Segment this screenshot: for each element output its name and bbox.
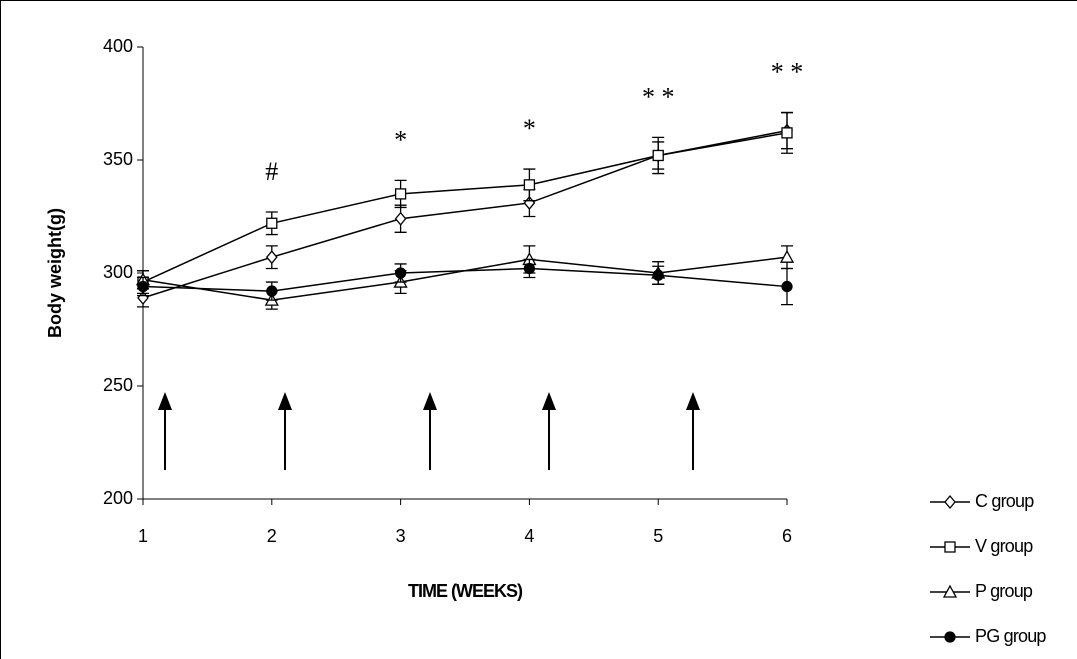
x-tick-label: 3 — [396, 526, 406, 546]
arrowhead — [158, 392, 172, 410]
marker — [524, 180, 534, 190]
y-tick-label: 400 — [103, 36, 133, 56]
marker — [781, 251, 793, 262]
marker — [653, 150, 663, 160]
marker — [138, 282, 148, 292]
annotation: * * — [771, 58, 804, 87]
arrowhead — [278, 392, 292, 410]
legend-label: V group — [975, 536, 1033, 556]
legend-label: P group — [975, 581, 1033, 601]
arrowheads — [158, 392, 700, 410]
series-line — [143, 131, 787, 298]
y-tick-label: 300 — [103, 262, 133, 282]
marker — [524, 263, 534, 273]
marker — [653, 270, 663, 280]
x-tick-label: 1 — [138, 526, 148, 546]
y-tick-label: 250 — [103, 375, 133, 395]
marker — [396, 189, 406, 199]
marker — [267, 286, 277, 296]
x-tick-label: 2 — [267, 526, 277, 546]
y-axis-label: Body weight(g) — [45, 208, 65, 338]
x-tick-label: 4 — [524, 526, 534, 546]
arrows — [165, 405, 693, 470]
arrowhead — [423, 392, 437, 410]
marker — [396, 213, 406, 225]
marker — [267, 251, 277, 263]
marker — [945, 632, 955, 642]
legend-label: C group — [975, 491, 1034, 511]
series-line — [143, 133, 787, 282]
annotation: * — [394, 125, 407, 154]
marker — [267, 218, 277, 228]
chart: TIME (WEEKS) Body weight(g) 200 250 300 350… — [0, 0, 1077, 659]
marker — [945, 496, 955, 508]
marker — [945, 542, 955, 552]
marker — [782, 282, 792, 292]
x-tick-label: 5 — [653, 526, 663, 546]
annotation: # — [265, 157, 278, 186]
x-tick-label: 6 — [782, 526, 792, 546]
frame — [1, 1, 1077, 659]
x-axis-label: TIME (WEEKS) — [408, 581, 523, 601]
y-tick-label: 200 — [103, 488, 133, 508]
page: {"chart_data": {"type": "line", "xlabel"… — [0, 0, 1077, 659]
legend-label: PG group — [975, 626, 1046, 646]
annotation: * * — [642, 82, 675, 111]
series-line — [143, 268, 787, 291]
y-tick-label: 350 — [103, 149, 133, 169]
annotation: * — [523, 114, 536, 143]
arrowhead — [686, 392, 700, 410]
marker — [782, 128, 792, 138]
arrowhead — [542, 392, 556, 410]
marker — [396, 268, 406, 278]
